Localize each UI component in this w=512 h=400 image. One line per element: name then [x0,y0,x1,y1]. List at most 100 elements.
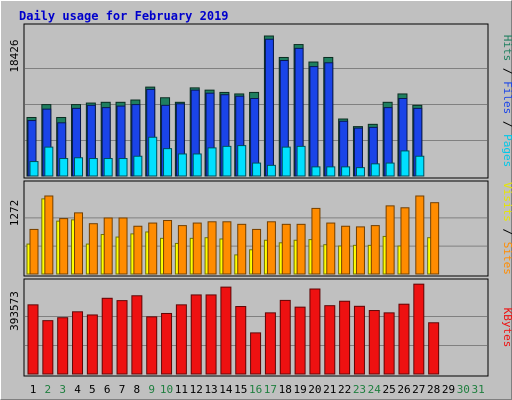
bar-pages [237,145,247,177]
bar-kbytes [294,306,306,375]
bar-kbytes [101,297,113,375]
legend-hits: Hits [501,35,512,62]
bar-files [264,38,274,177]
legend-sites: Sites [501,242,512,275]
bar-kbytes [428,322,440,375]
bar-pages [148,136,158,177]
bar-sites [222,221,232,275]
bar-sites [370,225,380,275]
bar-pages [59,158,69,177]
day-label: 8 [134,383,141,396]
legend-kbytes: KBytes [501,308,512,348]
bar-pages [133,155,143,177]
bar-kbytes [250,332,262,375]
day-label: 5 [89,383,96,396]
day-label: 21 [323,383,336,396]
bar-sites [207,221,217,275]
sites-max-label: 1272 [8,200,21,227]
bar-kbytes [27,304,39,375]
bar-sites [237,223,247,275]
kbytes-bars [27,283,440,375]
bar-pages [88,158,98,177]
bar-sites [103,217,113,275]
bar-sites [281,223,291,275]
bar-kbytes [42,320,54,375]
day-label: 1 [30,383,37,396]
bar-pages [355,167,365,177]
day-label: 18 [279,383,292,396]
day-label: 2 [45,383,52,396]
bar-kbytes [339,300,351,375]
bar-kbytes [175,304,187,375]
bar-kbytes [398,303,410,375]
legend-separator: / [501,114,512,134]
kbytes-max-label: 393573 [8,291,21,331]
bar-pages [370,163,380,177]
bar-kbytes [57,317,69,375]
bar-sites [118,217,128,275]
panel-sites: 1272 Visits / Sites [8,180,512,277]
hits-bars [26,35,425,177]
day-label: 16 [249,383,262,396]
day-label: 23 [353,383,366,396]
day-label: 3 [59,383,66,396]
hits-legend: Hits / Files / Pages [501,35,512,168]
panel-hits: 18426 Hits / Files / Pages [8,23,512,179]
bar-pages [177,153,187,177]
bar-sites [415,195,425,275]
day-label: 11 [175,383,188,396]
bar-files [309,66,319,177]
day-label: 24 [368,383,382,396]
legend-files: Files [501,81,512,114]
sites-legend: Visits / Sites [501,182,512,275]
bar-sites [29,228,39,275]
bar-sites [177,225,187,275]
day-label: 7 [119,383,126,396]
day-label: 6 [104,383,111,396]
bar-sites [326,222,336,275]
bar-sites [385,205,395,275]
bar-kbytes [161,312,173,375]
day-label: 10 [160,383,173,396]
bar-sites [74,212,84,275]
day-label: 14 [219,383,233,396]
bar-kbytes [235,306,247,375]
bar-kbytes [205,294,217,375]
bar-files [324,62,334,177]
bar-pages [341,166,351,177]
bar-pages [44,146,54,177]
day-label: 20 [308,383,321,396]
bar-pages [311,166,321,177]
bar-sites [59,218,69,275]
bar-sites [311,207,321,275]
day-label: 30 [457,383,470,396]
bar-kbytes [131,295,143,375]
bar-sites [44,195,54,275]
bar-kbytes [190,294,202,375]
bar-sites [88,223,98,275]
day-label: 26 [397,383,410,396]
chart-title: Daily usage for February 2019 [19,9,229,23]
bar-kbytes [116,300,128,375]
bar-sites [148,222,158,275]
bar-kbytes [383,312,395,375]
bar-pages [252,162,262,177]
bar-kbytes [368,310,380,375]
day-label: 27 [412,383,425,396]
day-label: 28 [427,383,440,396]
bar-pages [118,158,128,177]
bar-sites [355,226,365,275]
panel-kbytes: 393573 KBytes [8,278,512,377]
bar-kbytes [86,314,98,375]
bar-sites [430,202,440,275]
bar-sites [266,221,276,275]
day-label: 9 [148,383,155,396]
hits-max-label: 18426 [8,39,21,72]
bar-pages [296,145,306,177]
sites-bars [26,195,440,275]
day-label: 15 [234,383,247,396]
bar-pages [207,147,217,177]
legend-pages: Pages [501,134,512,167]
bar-pages [385,162,395,177]
bar-kbytes [309,288,321,375]
